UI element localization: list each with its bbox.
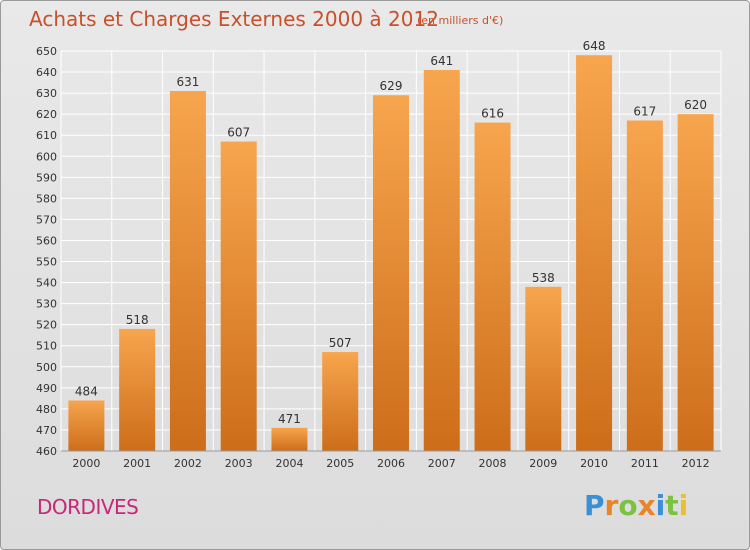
bar-2002 xyxy=(169,91,206,451)
x-tick-label-2003: 2003 xyxy=(225,457,253,470)
commune-name: DORDIVES xyxy=(37,495,139,519)
value-label-2012: 620 xyxy=(684,98,707,112)
y-tick-label: 570 xyxy=(36,213,57,226)
value-label-2010: 648 xyxy=(583,39,606,53)
y-tick-label: 550 xyxy=(36,256,57,269)
value-label-2005: 507 xyxy=(329,336,352,350)
x-tick-label-2009: 2009 xyxy=(529,457,557,470)
y-tick-label: 490 xyxy=(36,382,57,395)
proxiti-logo: Proxiti xyxy=(584,489,688,522)
x-tick-label-2001: 2001 xyxy=(123,457,151,470)
y-tick-label: 530 xyxy=(36,298,57,311)
x-tick-label-2008: 2008 xyxy=(479,457,507,470)
bar-2004 xyxy=(271,427,308,451)
y-tick-label: 600 xyxy=(36,150,57,163)
x-tick-label-2002: 2002 xyxy=(174,457,202,470)
y-tick-label: 560 xyxy=(36,234,57,247)
value-label-2003: 607 xyxy=(227,126,250,140)
y-tick-label: 510 xyxy=(36,340,57,353)
x-tick-label-2011: 2011 xyxy=(631,457,659,470)
bar-2008 xyxy=(474,122,511,451)
y-tick-label: 520 xyxy=(36,319,57,332)
x-tick-label-2004: 2004 xyxy=(275,457,303,470)
y-tick-label: 610 xyxy=(36,129,57,142)
x-tick-label-2006: 2006 xyxy=(377,457,405,470)
logo-letter: i xyxy=(678,489,689,522)
x-tick-label-2010: 2010 xyxy=(580,457,608,470)
y-tick-label: 480 xyxy=(36,403,57,416)
y-tick-label: 470 xyxy=(36,424,57,437)
bar-2005 xyxy=(322,352,359,451)
y-tick-label: 620 xyxy=(36,108,57,121)
y-tick-label: 540 xyxy=(36,277,57,290)
bar-2001 xyxy=(119,328,156,451)
x-tick-label-2005: 2005 xyxy=(326,457,354,470)
bar-2000 xyxy=(68,400,105,451)
bar-2006 xyxy=(373,95,409,452)
y-tick-label: 460 xyxy=(36,445,57,458)
chart-title: Achats et Charges Externes 2000 à 2012 xyxy=(29,7,439,31)
value-label-2009: 538 xyxy=(532,271,555,285)
value-label-2011: 617 xyxy=(633,104,656,118)
y-tick-label: 590 xyxy=(36,171,57,184)
y-tick-label: 630 xyxy=(36,87,57,100)
bar-2011 xyxy=(626,120,663,451)
value-label-2008: 616 xyxy=(481,107,504,121)
bar-2009 xyxy=(525,286,562,451)
y-tick-label: 650 xyxy=(36,45,57,58)
logo-letter: t xyxy=(665,489,679,522)
value-label-2002: 631 xyxy=(176,75,199,89)
value-label-2006: 629 xyxy=(380,79,403,93)
logo-letter: o xyxy=(618,489,638,522)
axes: 460 470 480 490 500 510 520 530 540 550 560 570 580 5… xyxy=(36,45,721,470)
y-tick-label: 640 xyxy=(36,66,57,79)
x-tick-label-2000: 2000 xyxy=(72,457,100,470)
bar-2007 xyxy=(423,69,460,452)
logo-letter: r xyxy=(604,489,619,522)
logo-letter: x xyxy=(637,489,656,522)
bars: 484 518 631 607 471 507 629 641 616 538 648 617 620 xyxy=(68,39,714,452)
value-label-2007: 641 xyxy=(430,54,453,68)
y-tick-label: 500 xyxy=(36,361,57,374)
x-tick-label-2007: 2007 xyxy=(428,457,456,470)
bar-2003 xyxy=(220,141,257,452)
logo-letter: P xyxy=(584,489,605,522)
value-label-2001: 518 xyxy=(126,313,149,327)
x-tick-label-2012: 2012 xyxy=(682,457,710,470)
chart-subtitle: (en milliers d'€) xyxy=(417,14,504,27)
bar-2012 xyxy=(677,114,714,451)
value-label-2004: 471 xyxy=(278,412,301,426)
logo-letter: i xyxy=(655,489,666,522)
bar-2010 xyxy=(576,55,613,452)
y-tick-label: 580 xyxy=(36,192,57,205)
value-label-2000: 484 xyxy=(75,384,98,398)
